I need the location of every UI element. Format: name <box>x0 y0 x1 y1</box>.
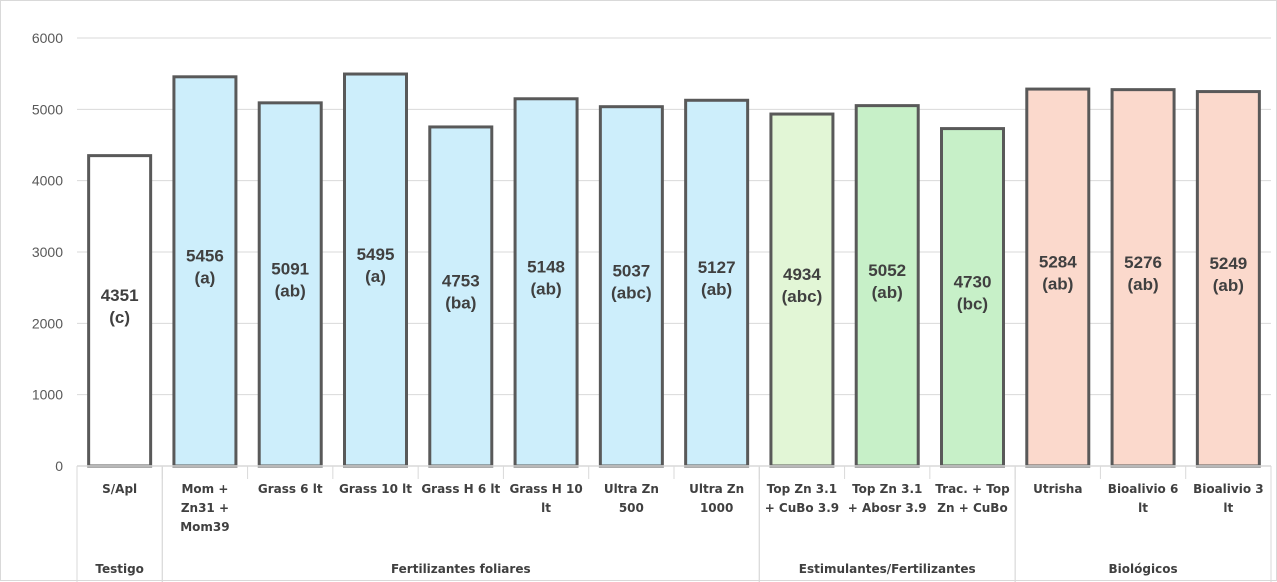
x-tick-label: 1000 <box>700 501 733 515</box>
data-label-value: 5127 <box>698 258 736 277</box>
x-tick-label: Grass H 6 lt <box>421 482 500 496</box>
data-label-letter: (ab) <box>872 283 903 302</box>
y-tick-label: 3000 <box>32 244 63 260</box>
data-label-value: 5284 <box>1039 253 1077 272</box>
data-label-letter: (c) <box>109 308 130 327</box>
data-label-value: 5276 <box>1124 253 1162 272</box>
x-tick-label: + CuBo 3.9 <box>765 501 839 515</box>
data-label-value: 5456 <box>186 246 224 265</box>
x-tick-label: lt <box>1138 501 1148 515</box>
data-label-value: 5037 <box>612 261 650 280</box>
data-label-letter: (ab) <box>1213 276 1244 295</box>
data-label-value: 5495 <box>357 245 395 264</box>
x-tick-label: 500 <box>619 501 644 515</box>
data-label-value: 4351 <box>101 286 139 305</box>
data-label-value: 5091 <box>271 259 309 278</box>
x-tick-label: Top Zn 3.1 <box>852 482 922 496</box>
data-label-value: 5052 <box>868 261 906 280</box>
y-tick-label: 5000 <box>32 101 63 117</box>
data-label-letter: (a) <box>195 268 216 287</box>
data-label-value: 4753 <box>442 271 480 290</box>
x-tick-label: Bioalivio 3 <box>1193 482 1264 496</box>
x-tick-label: Zn + CuBo <box>937 501 1007 515</box>
x-tick-label: Top Zn 3.1 <box>767 482 837 496</box>
data-label-letter: (ba) <box>445 293 476 312</box>
x-tick-label: lt <box>1223 501 1233 515</box>
y-tick-label: 6000 <box>32 30 63 46</box>
data-label-letter: (ab) <box>1127 275 1158 294</box>
x-tick-label: Grass H 10 <box>509 482 582 496</box>
y-tick-label: 4000 <box>32 173 63 189</box>
data-label-value: 4934 <box>783 265 821 284</box>
x-tick-label: Mom + <box>181 482 228 496</box>
x-tick-label: Ultra Zn <box>604 482 659 496</box>
x-tick-label: Trac. + Top <box>935 482 1010 496</box>
y-tick-label: 0 <box>55 458 63 474</box>
data-label-letter: (ab) <box>701 280 732 299</box>
y-tick-label: 2000 <box>32 315 63 331</box>
x-tick-label: Grass 6 lt <box>258 482 323 496</box>
x-tick-label: S/Apl <box>102 482 137 496</box>
data-label-letter: (abc) <box>782 287 823 306</box>
group-label: Testigo <box>95 562 144 576</box>
data-label-letter: (abc) <box>611 283 652 302</box>
y-tick-label: 1000 <box>32 387 63 403</box>
data-label-value: 5249 <box>1209 254 1247 273</box>
data-label-letter: (bc) <box>957 294 988 313</box>
data-label-letter: (ab) <box>275 281 306 300</box>
data-label-letter: (ab) <box>1042 275 1073 294</box>
x-tick-label: + Abosr 3.9 <box>848 501 927 515</box>
data-label-value: 5148 <box>527 257 565 276</box>
group-label: Estimulantes/Fertilizantes <box>799 562 976 576</box>
x-tick-label: Mom39 <box>180 520 229 534</box>
x-tick-label: lt <box>541 501 551 515</box>
x-tick-label: Zn31 + <box>181 501 229 515</box>
data-label-value: 4730 <box>954 272 992 291</box>
x-tick-label: Utrisha <box>1033 482 1082 496</box>
group-label: Fertilizantes foliares <box>391 562 531 576</box>
x-tick-label: Ultra Zn <box>689 482 744 496</box>
data-label-letter: (ab) <box>530 279 561 298</box>
x-tick-label: Bioalivio 6 <box>1108 482 1179 496</box>
group-label: Biológicos <box>1109 562 1178 576</box>
data-label-letter: (a) <box>365 267 386 286</box>
x-tick-label: Grass 10 lt <box>339 482 412 496</box>
